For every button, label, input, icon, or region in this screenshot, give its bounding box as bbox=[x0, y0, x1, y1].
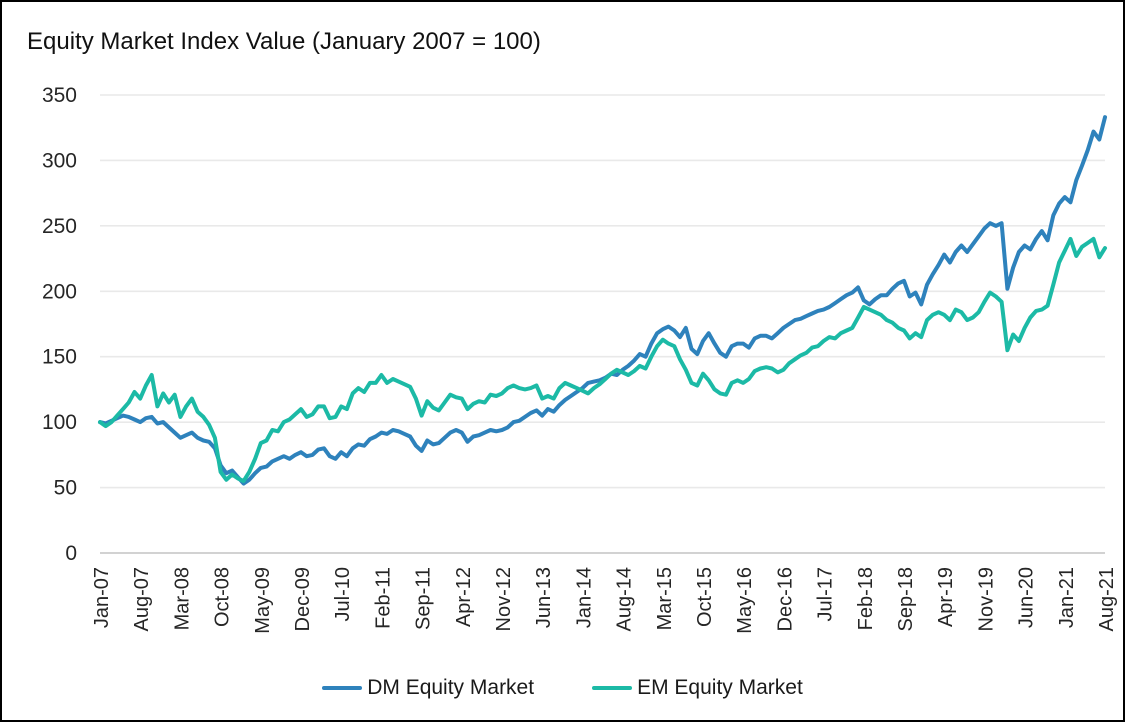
x-axis-tick-label: Oct-08 bbox=[212, 567, 234, 627]
legend-line-swatch bbox=[592, 686, 633, 690]
x-axis-tick-label: Nov-19 bbox=[975, 567, 997, 631]
y-axis-tick-label: 300 bbox=[42, 149, 77, 172]
chart-title: Equity Market Index Value (January 2007 … bbox=[27, 28, 541, 55]
x-axis-tick-label: Feb-18 bbox=[855, 567, 877, 630]
series-line-dm-equity-market bbox=[98, 115, 1107, 486]
x-axis-tick-label: Sep-18 bbox=[895, 567, 917, 632]
x-axis-tick-label: Mar-15 bbox=[654, 567, 676, 630]
x-axis-tick-label: Apr-12 bbox=[453, 567, 475, 627]
legend-item-em-equity-market: EM Equity Market bbox=[592, 676, 803, 700]
y-axis-tick-label: 250 bbox=[42, 215, 77, 238]
legend-line-swatch bbox=[322, 686, 363, 690]
legend-label: EM Equity Market bbox=[637, 676, 803, 699]
x-axis-tick-label: Aug-21 bbox=[1096, 567, 1118, 632]
y-axis-tick-label: 100 bbox=[42, 411, 77, 434]
x-axis-tick-label: Jan-21 bbox=[1056, 567, 1078, 628]
x-axis-tick-label: May-16 bbox=[734, 567, 756, 634]
x-axis-tick-label: Apr-19 bbox=[935, 567, 957, 627]
y-axis-tick-label: 350 bbox=[42, 84, 77, 107]
legend-item-dm-equity-market: DM Equity Market bbox=[322, 676, 534, 700]
x-axis-tick-label: Dec-09 bbox=[292, 567, 314, 631]
x-axis-tick-label: Dec-16 bbox=[774, 567, 796, 631]
y-axis-tick-label: 200 bbox=[42, 280, 77, 303]
x-axis-tick-label: Jun-13 bbox=[533, 567, 555, 628]
chart-legend: DM Equity Market EM Equity Market bbox=[2, 676, 1123, 700]
y-axis-tick-label: 50 bbox=[54, 477, 77, 500]
x-axis-tick-label: Aug-14 bbox=[614, 567, 636, 632]
x-axis-tick-label: Jan-14 bbox=[573, 567, 595, 628]
y-axis-tick-label: 150 bbox=[42, 346, 77, 369]
x-axis-tick-label: Mar-08 bbox=[171, 567, 193, 630]
y-axis-tick-label: 0 bbox=[65, 542, 77, 565]
x-axis-tick-label: Oct-15 bbox=[694, 567, 716, 627]
series-line-em-equity-market bbox=[98, 236, 1107, 483]
x-axis-tick-label: Jan-07 bbox=[91, 567, 113, 628]
x-axis-tick-label: Nov-12 bbox=[493, 567, 515, 631]
legend-label: DM Equity Market bbox=[367, 676, 535, 699]
x-axis-tick-label: Jul-10 bbox=[332, 567, 354, 621]
x-axis-tick-label: Jul-17 bbox=[815, 567, 837, 621]
x-axis-tick-label: Jun-20 bbox=[1016, 567, 1038, 628]
x-axis-tick-label: Aug-07 bbox=[131, 567, 153, 632]
x-axis-tick-label: Sep-11 bbox=[413, 567, 435, 630]
x-axis-tick-label: May-09 bbox=[252, 567, 274, 634]
x-axis-tick-label: Feb-11 bbox=[372, 567, 394, 629]
